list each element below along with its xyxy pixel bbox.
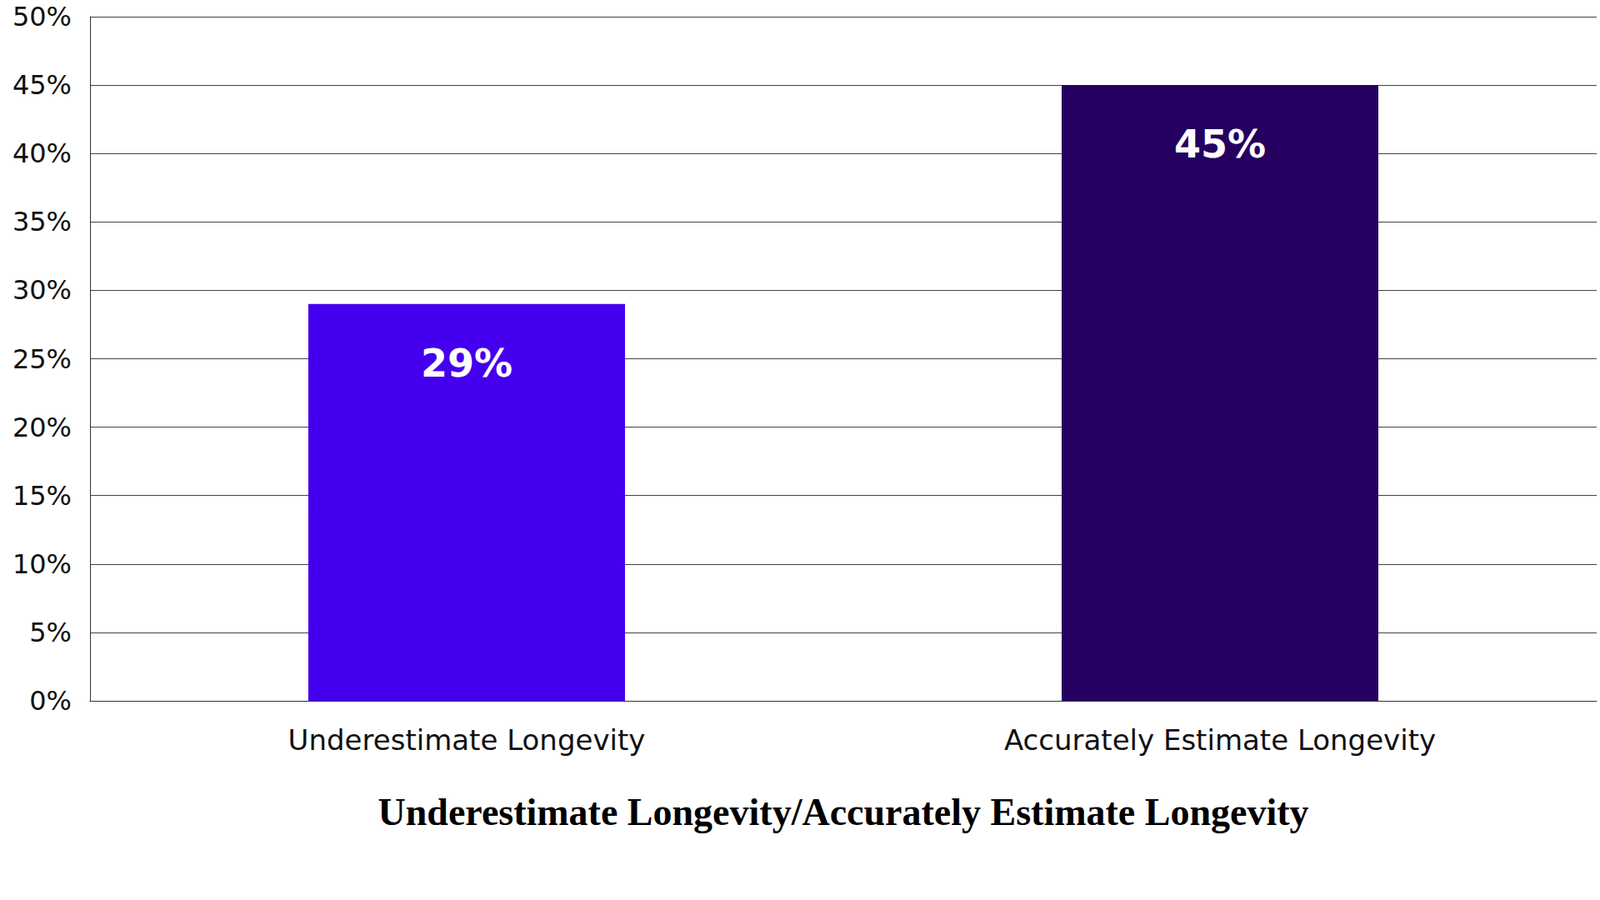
svg-text:Underestimate Longevity: Underestimate Longevity xyxy=(288,723,646,757)
svg-text:Underestimate Longevity/Accura: Underestimate Longevity/Accurately Estim… xyxy=(377,790,1309,834)
svg-text:20%: 20% xyxy=(12,411,72,444)
svg-text:15%: 15% xyxy=(12,480,72,512)
svg-text:29%: 29% xyxy=(420,340,513,386)
svg-text:40%: 40% xyxy=(12,137,72,170)
svg-text:30%: 30% xyxy=(12,274,72,306)
svg-text:25%: 25% xyxy=(12,343,72,375)
svg-text:Accurately Estimate Longevity: Accurately Estimate Longevity xyxy=(1004,723,1436,757)
svg-text:10%: 10% xyxy=(12,548,72,580)
svg-text:45%: 45% xyxy=(12,69,72,101)
svg-text:5%: 5% xyxy=(29,616,72,649)
svg-text:35%: 35% xyxy=(12,205,72,238)
svg-text:0%: 0% xyxy=(29,685,72,717)
svg-text:45%: 45% xyxy=(1174,121,1266,167)
svg-text:50%: 50% xyxy=(12,0,72,33)
